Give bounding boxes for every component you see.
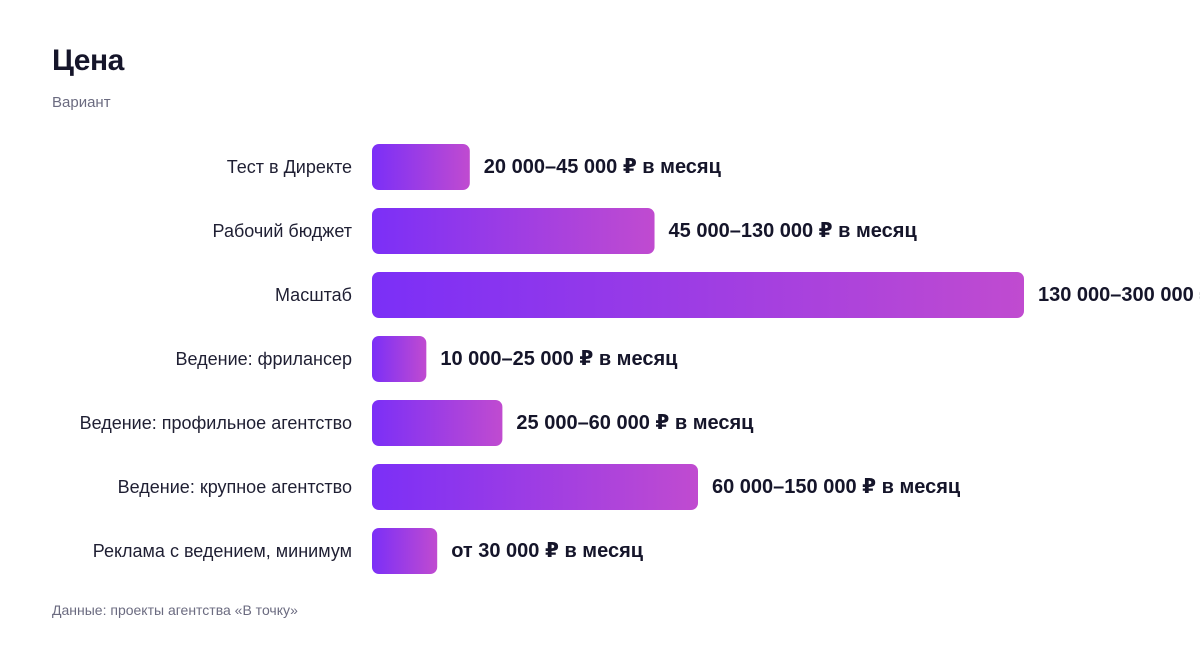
value-label: 25 000–60 000 ₽ в месяц <box>516 412 754 434</box>
bars-layer: Тест в Директе 20 000–45 000 ₽ в месяц Раб… <box>80 144 1200 574</box>
bar <box>372 400 503 446</box>
data-source-note: Данные: проекты агентства «В точку» <box>52 602 298 618</box>
bar <box>372 144 470 190</box>
value-label: 20 000–45 000 ₽ в месяц <box>484 156 722 178</box>
value-label: 10 000–25 000 ₽ в месяц <box>440 348 678 370</box>
bar <box>372 208 655 254</box>
category-label: Масштаб <box>275 285 352 305</box>
bar <box>372 528 438 574</box>
value-label: от 30 000 ₽ в месяц <box>451 540 644 562</box>
category-label: Ведение: профильное агентство <box>80 413 352 433</box>
category-label: Реклама с ведением, минимум <box>93 541 352 561</box>
category-label: Ведение: фрилансер <box>176 349 353 369</box>
chart-title: Цена <box>52 44 124 77</box>
value-label: 45 000–130 000 ₽ в месяц <box>669 220 918 242</box>
category-label: Тест в Директе <box>227 157 352 177</box>
chart-subtitle: Вариант <box>52 94 111 111</box>
category-label: Рабочий бюджет <box>213 221 352 241</box>
value-label: 60 000–150 000 ₽ в месяц <box>712 476 961 498</box>
category-label: Ведение: крупное агентство <box>118 477 352 497</box>
bar <box>372 336 427 382</box>
bar <box>372 272 1024 318</box>
bar <box>372 464 698 510</box>
value-label: 130 000–300 000 ₽ в месяц <box>1038 284 1200 306</box>
